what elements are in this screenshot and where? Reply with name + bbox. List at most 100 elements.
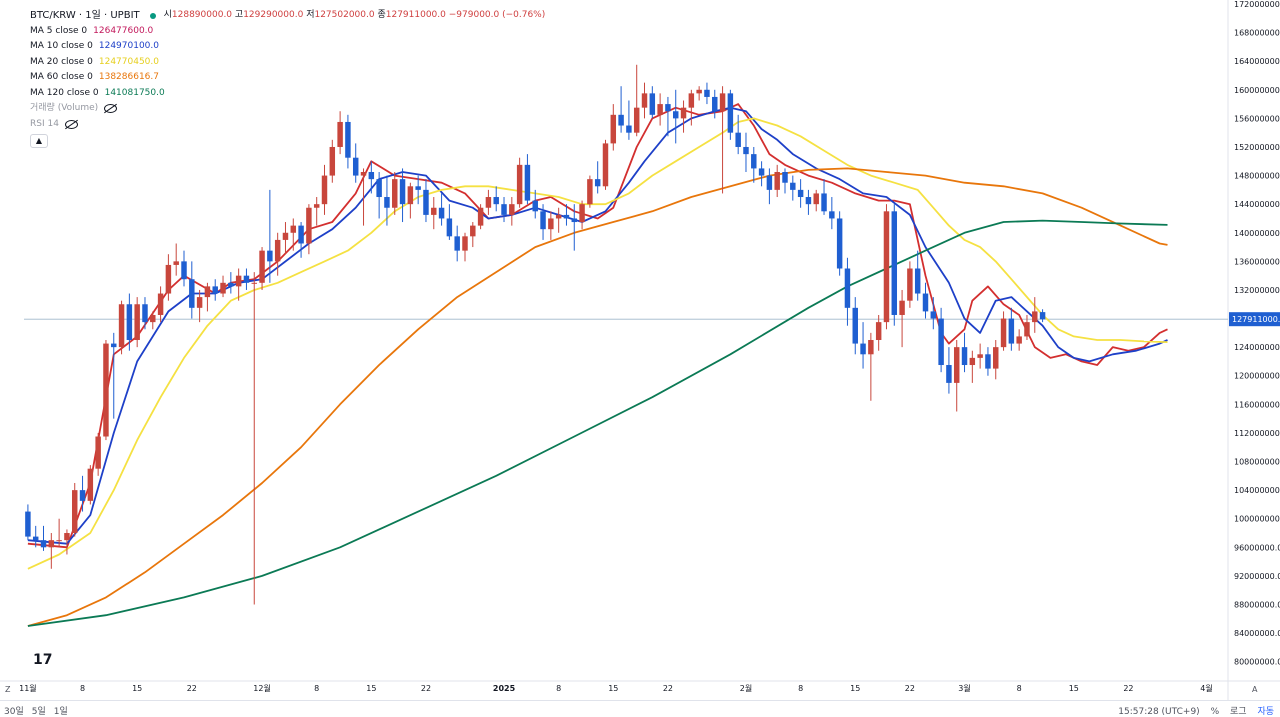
candle-body	[961, 347, 968, 366]
ma-indicator-row[interactable]: MA 20 close 0 124770450.0	[30, 55, 545, 71]
candle-body	[836, 218, 843, 269]
candle-body	[548, 218, 554, 230]
y-tick-label: 120000000.0	[1234, 372, 1280, 381]
symbol-title[interactable]: BTC/KRW · 1일 · UPBIT	[30, 10, 140, 21]
ma-indicator-row[interactable]: MA 60 close 0 138286616.7	[30, 70, 545, 86]
clock-time: 15:57:28 (UTC+9)	[1118, 707, 1200, 717]
x-tick-label: 15	[850, 684, 860, 693]
ma-value: 138286616.7	[98, 72, 159, 82]
x-tick-label: 22	[905, 684, 915, 693]
candle-body	[829, 211, 835, 219]
range-button[interactable]: 1일	[53, 707, 68, 717]
tradingview-logo[interactable]: 17	[33, 652, 53, 668]
candle-body	[313, 204, 320, 208]
x-tick-label: 22	[421, 684, 431, 693]
volume-indicator-row[interactable]: 거래량 (Volume)	[30, 101, 545, 117]
candle-body	[790, 182, 796, 190]
ma-name: MA 60 close 0	[30, 72, 93, 82]
candle-body	[306, 207, 312, 244]
log-toggle[interactable]: 로그	[1230, 707, 1247, 717]
x-tick-label: 15	[132, 684, 142, 693]
ma-name: MA 5 close 0	[30, 25, 88, 36]
close-value: 127911000.0	[385, 10, 446, 20]
candle-body	[352, 157, 359, 176]
candle-body	[688, 93, 695, 108]
candle-body	[79, 490, 86, 501]
candle-body	[220, 282, 226, 294]
candle-body	[64, 533, 70, 541]
candle-body	[384, 197, 390, 208]
ma-name: MA 20 close 0	[30, 56, 93, 67]
x-tick-label: 8	[314, 684, 319, 693]
zoom-corner-left[interactable]: Z	[5, 685, 11, 694]
y-tick-label: 104000000.0	[1234, 486, 1280, 495]
candle-body	[134, 304, 140, 340]
change-value: −979000.0 (−0.76%)	[448, 10, 546, 20]
candle-body	[1016, 336, 1022, 344]
candle-body	[587, 179, 593, 205]
last-price-tag	[1229, 312, 1280, 327]
candle-body	[758, 168, 765, 176]
candle-body	[743, 146, 749, 155]
ma-indicator-row[interactable]: MA 120 close 0 141081750.0	[30, 86, 545, 102]
y-tick-label: 92000000.0	[1234, 572, 1280, 581]
candle-body	[392, 179, 398, 208]
eye-hidden-icon[interactable]	[64, 119, 78, 129]
candle-body	[462, 236, 468, 251]
candle-body	[501, 204, 507, 215]
open-value: 128890000.0	[171, 10, 233, 20]
y-tick-label: 132000000.0	[1234, 286, 1280, 295]
candle-body	[712, 96, 718, 112]
x-tick-label: 11월	[19, 683, 37, 693]
candle-body	[423, 189, 429, 215]
candle-body	[72, 490, 78, 534]
y-tick-label: 156000000.0	[1234, 114, 1280, 123]
close-label: 종	[377, 10, 386, 20]
candle-body	[470, 225, 476, 237]
y-tick-label: 100000000.0	[1234, 515, 1280, 524]
range-button[interactable]: 30일	[4, 707, 24, 717]
candle-body	[633, 107, 640, 133]
y-tick-label: 152000000.0	[1234, 143, 1280, 152]
x-tick-label: 15	[1069, 684, 1079, 693]
y-tick-label: 80000000.0	[1234, 658, 1280, 667]
candle-body	[25, 511, 31, 537]
candle-body	[95, 436, 101, 469]
candle-body	[493, 197, 499, 205]
y-tick-label: 124000000.0	[1234, 343, 1280, 352]
candle-body	[40, 540, 47, 548]
candle-body	[477, 207, 484, 226]
candle-body	[977, 354, 983, 358]
candle-body	[618, 114, 624, 126]
symbol-row: BTC/KRW · 1일 · UPBIT 시128890000.0 고12929…	[30, 8, 545, 24]
auto-toggle[interactable]: 자동	[1257, 707, 1274, 717]
candle-body	[610, 114, 617, 144]
candle-body	[665, 104, 671, 112]
candle-body	[657, 104, 663, 115]
ma-indicator-row[interactable]: MA 5 close 0 126477600.0	[30, 24, 545, 40]
eye-hidden-icon[interactable]	[104, 104, 118, 114]
ma-line-ma20	[27, 117, 1168, 570]
x-tick-label: 8	[556, 684, 561, 693]
collapse-legend-button[interactable]: ▲	[30, 134, 48, 149]
rsi-indicator-row[interactable]: RSI 14	[30, 117, 545, 133]
candle-body	[524, 164, 531, 201]
candle-body	[727, 93, 734, 133]
auto-corner-right[interactable]: A	[1252, 685, 1258, 694]
candle-body	[243, 275, 250, 283]
candle-body	[173, 261, 179, 265]
candle-body	[259, 250, 265, 283]
x-tick-label: 3월	[958, 683, 970, 693]
candle-body	[204, 286, 211, 298]
candle-body	[228, 282, 234, 287]
candle-body	[719, 93, 726, 112]
y-tick-label: 144000000.0	[1234, 200, 1280, 209]
candle-body	[805, 197, 812, 205]
ma-indicator-row[interactable]: MA 10 close 0 124970100.0	[30, 39, 545, 55]
range-button[interactable]: 5일	[31, 707, 46, 717]
candle-body	[969, 357, 976, 366]
y-tick-label: 84000000.0	[1234, 629, 1280, 638]
percent-toggle[interactable]: %	[1210, 707, 1220, 717]
candle-body	[454, 236, 460, 251]
